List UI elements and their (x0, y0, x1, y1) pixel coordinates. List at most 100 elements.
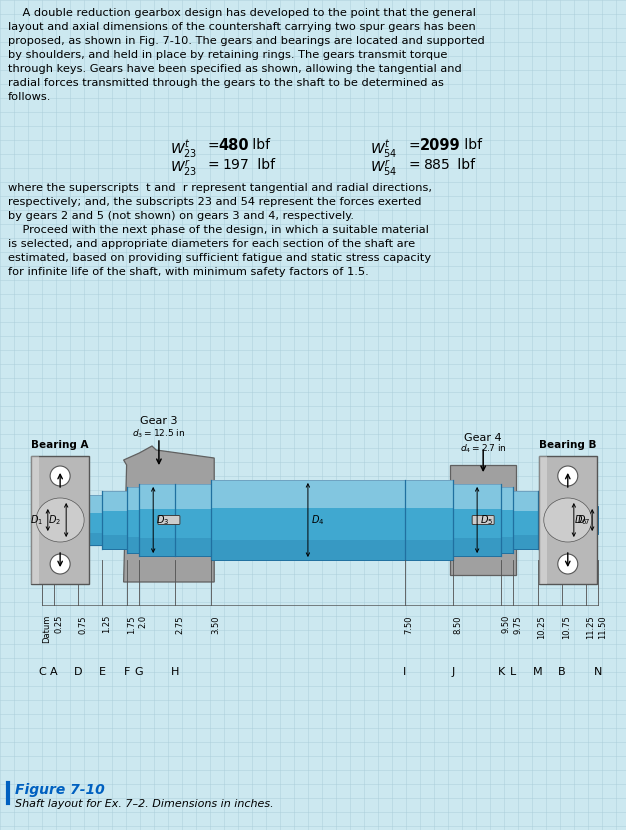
Polygon shape (586, 527, 598, 534)
Polygon shape (453, 484, 501, 509)
Polygon shape (211, 480, 404, 508)
Text: $D_2$: $D_2$ (48, 513, 61, 527)
Text: $W^t_{54}$: $W^t_{54}$ (370, 138, 398, 159)
Text: lbf: lbf (248, 138, 270, 152)
Text: J: J (451, 667, 454, 677)
Polygon shape (78, 533, 103, 545)
Polygon shape (586, 506, 598, 534)
Polygon shape (123, 446, 214, 582)
Polygon shape (175, 484, 211, 509)
Text: $D_4$: $D_4$ (311, 513, 324, 527)
Polygon shape (501, 487, 513, 553)
Polygon shape (42, 506, 54, 515)
Polygon shape (103, 491, 126, 511)
Text: G: G (135, 667, 143, 677)
Text: $=$: $=$ (205, 138, 220, 152)
Polygon shape (139, 484, 175, 509)
Text: A double reduction gearbox design has developed to the point that the general
la: A double reduction gearbox design has de… (8, 8, 485, 102)
Text: $d_3 = 12.5$ in: $d_3 = 12.5$ in (132, 427, 186, 440)
Polygon shape (538, 495, 562, 512)
Polygon shape (539, 456, 597, 584)
Text: 2.75: 2.75 (175, 615, 184, 633)
Text: $W^r_{23}$: $W^r_{23}$ (170, 158, 197, 178)
Text: 11.50: 11.50 (598, 615, 607, 638)
Ellipse shape (544, 498, 592, 542)
Text: $d_4 = 2.7$ in: $d_4 = 2.7$ in (459, 442, 506, 455)
Text: B: B (558, 667, 565, 677)
Polygon shape (175, 484, 211, 556)
Polygon shape (31, 456, 89, 584)
Polygon shape (42, 506, 54, 534)
Text: H: H (171, 667, 179, 677)
Text: $= 197$: $= 197$ (205, 158, 249, 172)
Text: 10.75: 10.75 (562, 615, 571, 639)
Polygon shape (54, 500, 78, 540)
Text: 2.0: 2.0 (139, 615, 148, 628)
Polygon shape (103, 535, 126, 549)
Polygon shape (42, 527, 54, 534)
Ellipse shape (558, 554, 578, 574)
Text: Bearing A: Bearing A (31, 440, 89, 450)
Text: K: K (498, 667, 505, 677)
Polygon shape (126, 487, 139, 510)
Text: E: E (99, 667, 106, 677)
Ellipse shape (36, 498, 84, 542)
Text: 9.75: 9.75 (513, 615, 522, 633)
Polygon shape (562, 500, 586, 514)
Text: Datum: Datum (42, 615, 51, 643)
Text: D: D (74, 667, 83, 677)
Polygon shape (78, 495, 103, 545)
Polygon shape (539, 456, 546, 584)
Polygon shape (211, 480, 404, 560)
Text: Shaft layout for Ex. 7–2. Dimensions in inches.: Shaft layout for Ex. 7–2. Dimensions in … (15, 799, 274, 809)
Text: 1.75: 1.75 (126, 615, 136, 633)
Polygon shape (453, 538, 501, 556)
Text: 0.75: 0.75 (78, 615, 87, 633)
Polygon shape (54, 530, 78, 540)
Text: C: C (38, 667, 46, 677)
Polygon shape (501, 487, 513, 510)
Polygon shape (586, 506, 598, 515)
Text: M: M (533, 667, 542, 677)
Text: A: A (50, 667, 58, 677)
Text: Figure 7-10: Figure 7-10 (15, 783, 105, 797)
Text: 2099: 2099 (420, 138, 461, 153)
Text: $=$: $=$ (406, 138, 421, 152)
Ellipse shape (50, 466, 70, 486)
Polygon shape (404, 540, 453, 560)
Polygon shape (103, 491, 126, 549)
Text: Gear 3: Gear 3 (140, 416, 178, 426)
Text: $= 885$: $= 885$ (406, 158, 450, 172)
Text: 10.25: 10.25 (538, 615, 546, 638)
Polygon shape (538, 495, 562, 545)
Text: lbf: lbf (453, 158, 475, 172)
Text: 9.50: 9.50 (501, 615, 510, 633)
Text: $D_1$: $D_1$ (30, 513, 43, 527)
FancyBboxPatch shape (472, 515, 494, 525)
Polygon shape (562, 530, 586, 540)
Polygon shape (139, 538, 175, 556)
Polygon shape (513, 491, 538, 511)
Polygon shape (139, 484, 175, 556)
Polygon shape (501, 536, 513, 553)
Text: L: L (510, 667, 516, 677)
Polygon shape (404, 480, 453, 560)
Polygon shape (404, 480, 453, 508)
Polygon shape (211, 540, 404, 560)
Polygon shape (54, 500, 78, 514)
FancyBboxPatch shape (158, 515, 180, 525)
Text: $W^t_{23}$: $W^t_{23}$ (170, 138, 197, 159)
Text: $D_5$: $D_5$ (480, 513, 493, 527)
Polygon shape (126, 487, 139, 553)
Ellipse shape (558, 466, 578, 486)
Text: $D_3$: $D_3$ (156, 513, 170, 527)
Text: $W^r_{54}$: $W^r_{54}$ (370, 158, 398, 178)
Polygon shape (562, 500, 586, 540)
Text: N: N (594, 667, 602, 677)
Polygon shape (31, 456, 39, 584)
Text: $D_6$: $D_6$ (574, 513, 588, 527)
Text: 1.25: 1.25 (103, 615, 111, 633)
Polygon shape (513, 491, 538, 549)
Polygon shape (513, 535, 538, 549)
Polygon shape (175, 538, 211, 556)
